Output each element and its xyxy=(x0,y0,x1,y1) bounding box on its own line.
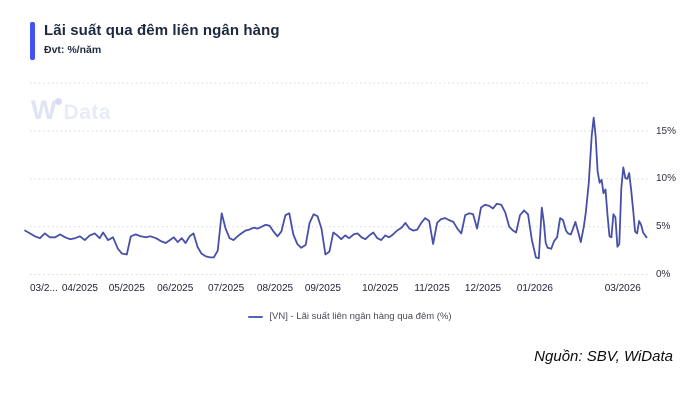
y-tick-label: 15% xyxy=(656,125,677,137)
x-tick-label: 09/2025 xyxy=(304,283,341,294)
legend-line-marker xyxy=(248,315,264,318)
x-tick-label: 01/2026 xyxy=(516,283,553,294)
watermark-i-dot-icon xyxy=(55,98,63,105)
x-tick-label: 03/2... xyxy=(30,283,58,294)
y-tick-label: 5% xyxy=(656,221,671,233)
chart-header: Lãi suất qua đêm liên ngân hàng Đvt: %/n… xyxy=(30,22,280,60)
x-tick-label: 11/2025 xyxy=(414,283,450,294)
x-tick-label: 06/2025 xyxy=(157,283,194,294)
chart-title: Lãi suất qua đêm liên ngân hàng xyxy=(44,22,280,39)
source-note: Nguồn: SBV, WiData xyxy=(534,348,673,365)
x-tick-label: 07/2025 xyxy=(208,283,245,294)
chart-unit-label: Đvt: %/năm xyxy=(44,43,102,56)
legend: [VN] - Lãi suất liên ngân hàng qua đêm (… xyxy=(0,311,700,322)
x-tick-label: 08/2025 xyxy=(256,283,294,294)
title-block: Lãi suất qua đêm liên ngân hàng Đvt: %/n… xyxy=(44,22,280,60)
x-tick-label: 12/2025 xyxy=(464,283,502,294)
legend-label: [VN] - Lãi suất liên ngân hàng qua đêm (… xyxy=(269,311,452,322)
watermark-data: Data xyxy=(63,101,112,124)
y-tick-label: 10% xyxy=(656,173,677,185)
series-line xyxy=(24,116,648,260)
watermark-w: W xyxy=(31,95,57,125)
x-tick-label: 10/2025 xyxy=(362,283,399,294)
x-tick-label: 03/2026 xyxy=(604,283,641,294)
x-tick-label: 04/2025 xyxy=(61,283,98,294)
x-tick-label: 05/2025 xyxy=(108,283,145,294)
widata-watermark: W Data xyxy=(31,95,111,126)
title-accent-bar xyxy=(30,22,35,60)
y-tick-label: 0% xyxy=(656,269,671,281)
